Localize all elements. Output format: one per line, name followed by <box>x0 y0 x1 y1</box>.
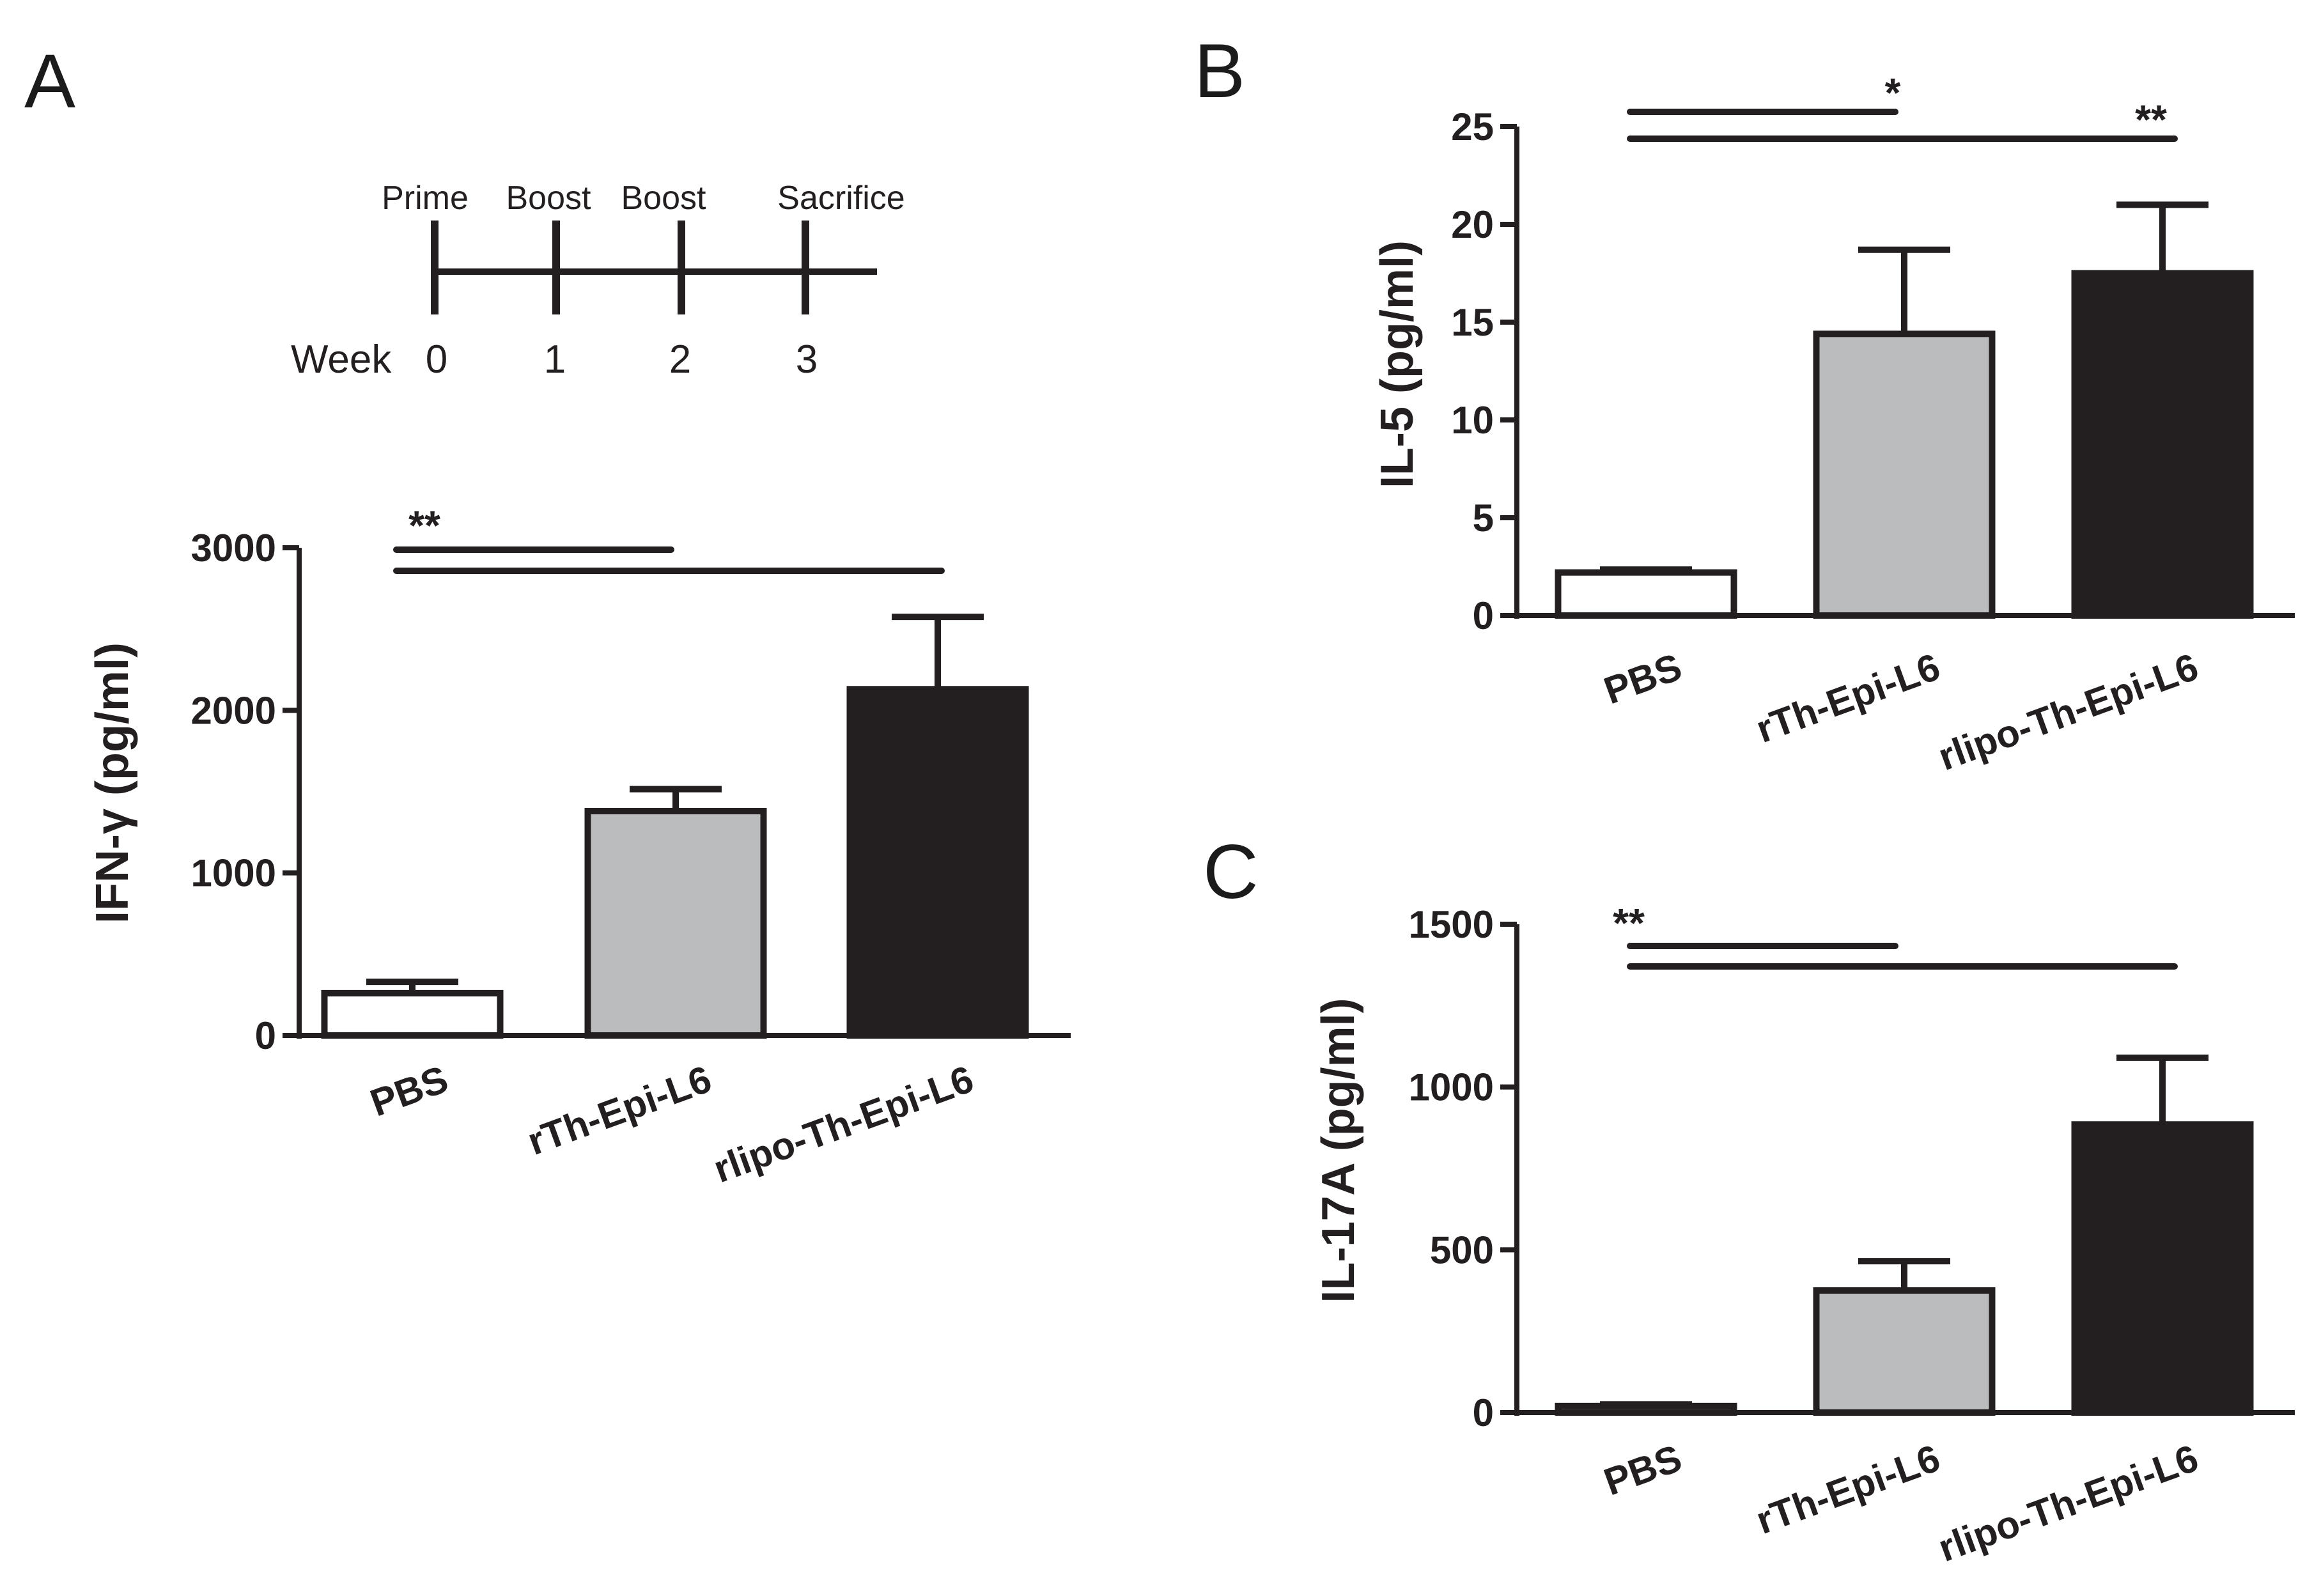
timeline-event-label: Boost <box>506 180 592 217</box>
y-tick-label: 10 <box>1451 399 1494 442</box>
bar <box>584 808 767 1039</box>
y-tick-label: 500 <box>1430 1228 1494 1271</box>
y-axis-label: IL-5 (pg/ml) <box>1372 240 1423 488</box>
y-tick-label: 2000 <box>191 689 276 732</box>
y-tick-label: 0 <box>1473 1391 1494 1434</box>
timeline-week-number: 3 <box>796 337 818 382</box>
panel-a: A Week Prime Boost Boost Sacrifice 0 1 2… <box>24 38 1071 1191</box>
y-tick-label: 15 <box>1451 301 1494 344</box>
x-category-label: rlipo-Th-Epi-L6 <box>1933 645 2204 779</box>
panel-letter-a: A <box>24 38 75 124</box>
x-category-label: rlipo-Th-Epi-L6 <box>708 1057 979 1191</box>
timeline-week-number: 1 <box>544 337 566 382</box>
x-category-label: rlipo-Th-Epi-L6 <box>1933 1436 2204 1570</box>
bar <box>2071 1121 2254 1416</box>
y-tick-label: 3000 <box>191 527 276 569</box>
timeline-week-label: Week <box>291 337 392 382</box>
y-tick-label: 20 <box>1451 203 1494 246</box>
significance-label: ** <box>2135 97 2167 143</box>
timeline-event-label: Boost <box>621 180 707 217</box>
y-tick-label: 1500 <box>1409 903 1494 946</box>
timeline-week-number: 0 <box>426 337 447 382</box>
bar <box>2071 270 2254 619</box>
y-tick-label: 25 <box>1451 105 1494 148</box>
y-tick-label: 0 <box>1473 594 1494 637</box>
y-tick-label: 1000 <box>191 852 276 895</box>
x-category-label: PBS <box>1599 645 1688 712</box>
timeline-week-number: 2 <box>669 337 691 382</box>
timeline-event-label: Prime <box>382 180 469 217</box>
x-category-label: PBS <box>365 1057 454 1124</box>
x-category-label: rTh-Epi-L6 <box>1751 645 1946 751</box>
bar <box>1813 330 1996 619</box>
panel-c: C IL-17A (pg/ml) 0 500 1000 1500 PBS rTh-Epi-… <box>1203 829 2295 1570</box>
y-axis-label: IFN-γ (pg/ml) <box>87 642 138 924</box>
y-tick-label: 1000 <box>1409 1066 1494 1109</box>
x-category-label: rTh-Epi-L6 <box>522 1057 717 1163</box>
x-category-label: PBS <box>1599 1436 1688 1503</box>
timeline-event-label: Sacrifice <box>777 180 904 217</box>
panel-letter-b: B <box>1194 28 1245 114</box>
bar <box>846 686 1029 1039</box>
panel-b: B IL-5 (pg/ml) 0 5 10 15 20 25 PBS rTh-Epi-L6rl… <box>1194 28 2295 779</box>
y-tick-label: 5 <box>1473 497 1494 539</box>
significance-label: ** <box>408 502 440 548</box>
timeline: Week Prime Boost Boost Sacrifice 0 1 2 3 <box>291 180 905 382</box>
panel-letter-c: C <box>1203 829 1259 915</box>
x-category-label: rTh-Epi-L6 <box>1751 1436 1946 1542</box>
bar <box>1555 569 1737 619</box>
significance-label: * <box>1885 70 1901 116</box>
significance-label: ** <box>1613 900 1645 946</box>
y-tick-label: 0 <box>255 1014 276 1057</box>
bar <box>1813 1287 1996 1416</box>
bar <box>321 989 504 1039</box>
y-axis-label: IL-17A (pg/ml) <box>1313 998 1364 1303</box>
